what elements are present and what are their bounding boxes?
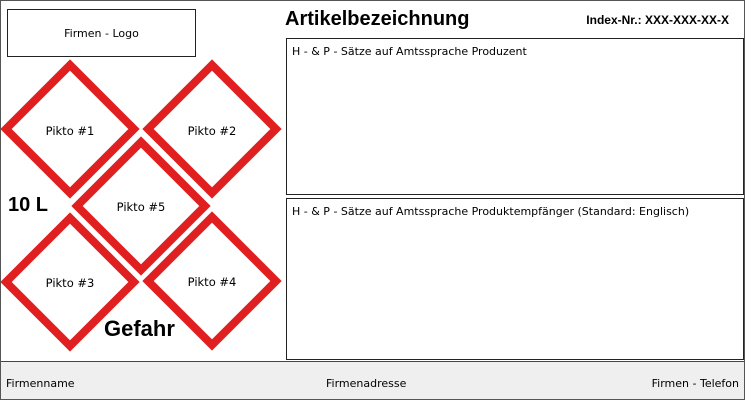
hp-statements-recipient-text: H - & P - Sätze auf Amtssprache Produkte… <box>292 205 690 218</box>
logo-placeholder-text: Firmen - Logo <box>64 26 139 40</box>
pictogram-5-label: Pikto #5 <box>116 200 166 214</box>
pictogram-4-label: Pikto #4 <box>187 275 237 289</box>
hp-statements-recipient-box: H - & P - Sätze auf Amtssprache Produkte… <box>286 198 744 360</box>
footer-bar: Firmenname Firmenadresse Firmen - Telefo… <box>1 361 744 399</box>
pictogram-3-label: Pikto #3 <box>45 276 95 290</box>
pictogram-2-diamond <box>142 59 282 199</box>
pictogram-1-diamond <box>0 59 140 199</box>
footer-company-name: Firmenname <box>6 377 75 390</box>
volume-label: 10 L <box>8 194 49 216</box>
footer-company-address: Firmenadresse <box>326 377 407 390</box>
signal-word: Gefahr <box>104 316 175 341</box>
pictogram-3-diamond <box>0 212 140 352</box>
article-title: Artikelbezeichnung <box>285 8 470 30</box>
index-number: Index-Nr.: XXX-XXX-XX-X <box>586 13 729 27</box>
pictogram-1-label: Pikto #1 <box>45 124 95 138</box>
company-logo-placeholder: Firmen - Logo <box>7 9 196 57</box>
footer-company-phone: Firmen - Telefon <box>651 377 739 390</box>
hp-statements-producer-text: H - & P - Sätze auf Amtssprache Produzen… <box>292 45 527 58</box>
pictogram-diamonds <box>0 59 282 352</box>
pictogram-4-diamond <box>142 211 282 351</box>
pictogram-5-diamond <box>71 136 211 276</box>
pictogram-area: Pikto #1 Pikto #2 Pikto #5 Pikto #3 Pikt… <box>0 55 285 360</box>
pictogram-2-label: Pikto #2 <box>187 124 237 138</box>
hp-statements-producer-box: H - & P - Sätze auf Amtssprache Produzen… <box>286 38 744 195</box>
